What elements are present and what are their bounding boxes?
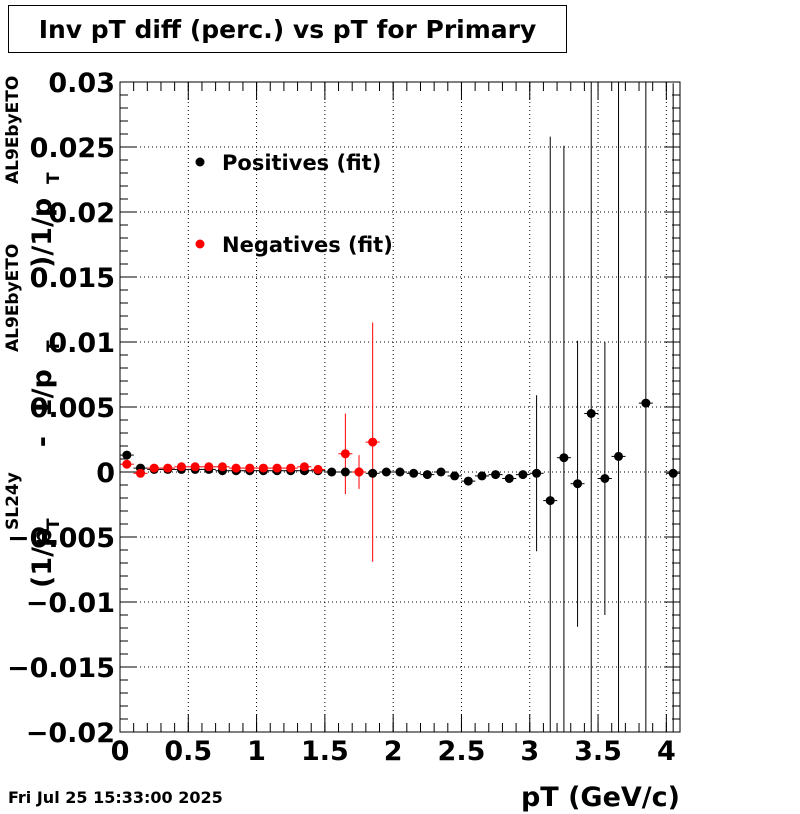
x-tick-label: 3.5 — [574, 736, 622, 767]
y-title-close: )/1/p — [27, 198, 58, 268]
y-tick-label: −0.005 — [7, 523, 115, 554]
y-tick-labels: −0.02 −0.015 −0.01 −0.005 0 0.005 0.01 0.015 0.0… — [7, 68, 115, 749]
y-axis-title: (1/p T SL24y - 1/p T AL9EbyETO )/1/p T A… — [3, 76, 64, 588]
data-point-positive — [559, 453, 569, 463]
y-tick-label: 0.01 — [48, 328, 115, 359]
data-point-negative — [286, 463, 296, 473]
data-point-positive — [614, 451, 624, 461]
x-tick-label: 0.5 — [164, 736, 212, 767]
data-point-negative — [163, 463, 173, 473]
chart-title: Inv pT diff (perc.) vs pT for Primary — [8, 5, 567, 53]
data-point-positive — [122, 450, 132, 460]
y-tick-label: 0.025 — [30, 133, 115, 164]
data-point-negative — [258, 463, 268, 473]
data-point-positive — [532, 468, 542, 478]
data-point-positive — [504, 474, 514, 483]
data-point-negative — [149, 463, 159, 473]
legend: Positives (fit) Negatives (fit) — [195, 151, 393, 257]
y-title-minus: - 1/p — [27, 369, 58, 466]
data-point-negative — [190, 462, 200, 472]
data-point-positive — [422, 470, 432, 480]
data-point-positive — [340, 467, 350, 477]
data-point-positive — [436, 467, 446, 477]
timestamp: Fri Jul 25 15:33:00 2025 — [8, 788, 223, 807]
y-title-sup-eto2: AL9EbyETO — [3, 76, 23, 184]
data-point-negative — [135, 468, 145, 478]
y-tick-label: 0.005 — [30, 393, 115, 424]
data-point-positive — [477, 471, 487, 481]
legend-label-positives: Positives (fit) — [222, 151, 381, 175]
data-point-negative — [176, 462, 186, 472]
y-tick-label: −0.02 — [26, 718, 115, 749]
x-tick-label: 1.5 — [301, 736, 349, 767]
y-tick-label: −0.015 — [7, 653, 115, 684]
grid-lines — [120, 82, 680, 732]
y-title-sub-t1: T — [44, 518, 64, 530]
legend-marker-negatives — [195, 239, 205, 249]
y-title-sub-t3: T — [44, 172, 64, 184]
data-point-negative — [122, 459, 132, 469]
data-point-negative — [340, 449, 350, 459]
data-point-positive — [586, 409, 596, 418]
data-point-positive — [668, 468, 678, 478]
data-point-positive — [450, 471, 460, 481]
x-tick-label: 4 — [657, 736, 676, 767]
y-tick-label: 0.015 — [30, 263, 115, 294]
y-tick-label: 0.03 — [48, 68, 115, 99]
x-tick-label: 0 — [111, 736, 130, 767]
data-point-negative — [299, 462, 309, 472]
x-tick-label: 2 — [384, 736, 403, 767]
data-point-positive — [463, 476, 473, 486]
data-point-negative — [354, 467, 364, 477]
data-point-positive — [491, 470, 501, 480]
x-axis-title: pT (GeV/c) — [521, 782, 680, 813]
x-tick-label: 2.5 — [438, 736, 486, 767]
y-title-open: (1/p — [27, 528, 58, 588]
x-tick-label: 1 — [247, 736, 266, 767]
data-point-positive — [409, 468, 419, 478]
y-tick-label: −0.01 — [26, 588, 115, 619]
data-point-negative — [272, 463, 282, 473]
data-point-positive — [381, 467, 391, 477]
data-point-positive — [641, 398, 651, 408]
data-point-positive — [600, 474, 610, 483]
x-tick-label: 3 — [520, 736, 539, 767]
data-point-positive — [395, 467, 405, 477]
data-points — [122, 398, 678, 506]
data-point-negative — [231, 463, 241, 473]
data-point-negative — [204, 462, 214, 472]
data-point-positive — [327, 467, 337, 477]
legend-marker-positives — [195, 157, 205, 167]
data-point-negative — [368, 437, 378, 447]
data-point-positive — [545, 496, 555, 506]
data-point-positive — [573, 479, 583, 489]
data-point-positive — [368, 468, 378, 478]
y-title-sup-eto1: AL9EbyETO — [3, 244, 23, 352]
axis-ticks — [119, 81, 681, 733]
data-point-negative — [313, 464, 323, 474]
y-title-sup-sl: SL24y — [3, 472, 23, 530]
y-tick-label: 0.02 — [48, 198, 115, 229]
data-point-positive — [518, 470, 528, 480]
y-title-sub-t2: T — [44, 340, 64, 352]
data-point-negative — [217, 462, 227, 472]
legend-label-negatives: Negatives (fit) — [222, 233, 393, 257]
x-tick-labels: 0 0.5 1 1.5 2 2.5 3 3.5 4 — [111, 736, 676, 767]
y-tick-label: 0 — [96, 458, 115, 489]
data-point-negative — [245, 463, 255, 473]
